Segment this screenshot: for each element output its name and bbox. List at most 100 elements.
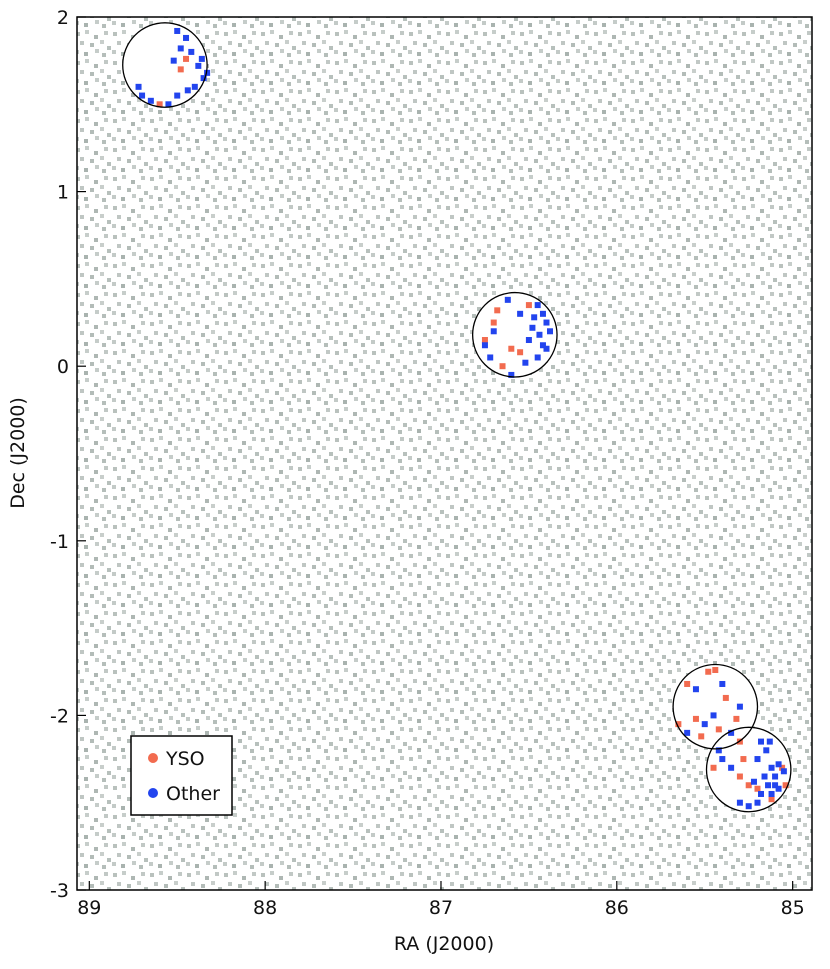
legend-marker (148, 788, 158, 798)
legend-box (130, 735, 233, 816)
point (494, 307, 501, 314)
point (539, 342, 546, 349)
point (765, 782, 772, 789)
field-circle (122, 22, 208, 108)
point (183, 55, 190, 62)
point (191, 83, 198, 90)
point (534, 302, 541, 309)
point (782, 782, 789, 789)
point (184, 87, 191, 94)
point (772, 773, 779, 780)
x-tick-label: 87 (429, 897, 453, 919)
point (758, 738, 765, 745)
point (684, 680, 691, 687)
point (722, 694, 729, 701)
y-tick-label: -2 (50, 705, 69, 727)
point (481, 337, 488, 344)
legend-marker (148, 753, 158, 763)
point (529, 324, 536, 331)
point (135, 83, 142, 90)
point (481, 342, 488, 349)
point (692, 715, 699, 722)
point (174, 92, 181, 99)
point (539, 310, 546, 317)
point (754, 756, 761, 763)
point (174, 27, 181, 34)
plot-frame (76, 16, 813, 891)
point (198, 55, 205, 62)
point (715, 726, 722, 733)
point (766, 738, 773, 745)
point (170, 57, 177, 64)
y-tick-label: 0 (57, 356, 69, 378)
point (761, 773, 768, 780)
point (684, 729, 691, 736)
x-tick-label: 89 (77, 897, 101, 919)
point (763, 747, 770, 754)
point (768, 764, 775, 771)
field-fill (706, 727, 791, 812)
point (139, 92, 146, 99)
point (692, 686, 699, 693)
point (728, 764, 735, 771)
point (195, 62, 202, 69)
point (204, 69, 211, 76)
legend-label: Other (166, 783, 220, 805)
point (177, 66, 184, 73)
point (165, 101, 172, 108)
y-tick-label: 1 (57, 182, 69, 204)
point (768, 790, 775, 797)
field-fill (122, 22, 208, 108)
point (775, 761, 782, 768)
point (779, 764, 786, 771)
point (710, 764, 717, 771)
point (745, 782, 752, 789)
point (508, 371, 515, 378)
x-tick-label: 88 (253, 897, 277, 919)
point (754, 785, 761, 792)
x-tick-label: 85 (781, 897, 805, 919)
point (156, 101, 163, 108)
point (536, 331, 543, 338)
point (490, 328, 497, 335)
point (504, 296, 511, 303)
field-circle (705, 726, 792, 813)
point (736, 799, 743, 806)
point (710, 712, 717, 719)
point (780, 768, 787, 775)
x-axis-label: RA (J2000) (394, 933, 494, 955)
point (177, 45, 184, 52)
point (522, 359, 529, 366)
point (754, 799, 761, 806)
point (701, 721, 708, 728)
y-axis-label: Dec (J2000) (7, 397, 29, 509)
point (547, 328, 554, 335)
point (712, 667, 719, 674)
point (719, 756, 726, 763)
point (675, 721, 682, 728)
point (736, 703, 743, 710)
field-fill (673, 664, 758, 749)
point (750, 778, 757, 785)
point (745, 803, 752, 810)
field-circle (471, 291, 558, 378)
point (719, 680, 726, 687)
point (543, 319, 550, 326)
point (728, 729, 735, 736)
point (543, 345, 550, 352)
point (698, 733, 705, 740)
point (531, 314, 538, 321)
point (775, 785, 782, 792)
point (490, 319, 497, 326)
point (147, 97, 154, 104)
plot-area (122, 22, 792, 813)
point (768, 796, 775, 803)
point (517, 310, 524, 317)
point (183, 34, 190, 41)
point (758, 790, 765, 797)
point (733, 715, 740, 722)
point (508, 345, 515, 352)
point (525, 302, 532, 309)
